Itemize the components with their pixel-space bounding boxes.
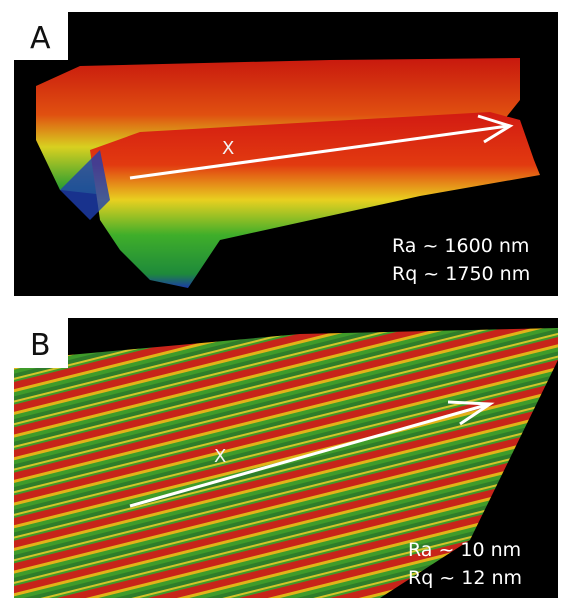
panel-label: A — [30, 21, 51, 56]
page: {"panels": [ {"label": "A", "marker": "X… — [0, 0, 562, 602]
roughness-ra: Ra ~ 10 nm — [408, 539, 521, 561]
marker: X — [214, 446, 226, 467]
roughness-rq: Rq ~ 12 nm — [408, 567, 522, 589]
marker: X — [222, 138, 234, 159]
figure: A X Ra ~ 1600 nm Rq ~ 1750 nm B X Ra ~ 1… — [0, 0, 562, 602]
panel-label: B — [30, 328, 51, 363]
roughness-rq: Rq ~ 1750 nm — [392, 263, 530, 285]
roughness-ra: Ra ~ 1600 nm — [392, 235, 529, 257]
